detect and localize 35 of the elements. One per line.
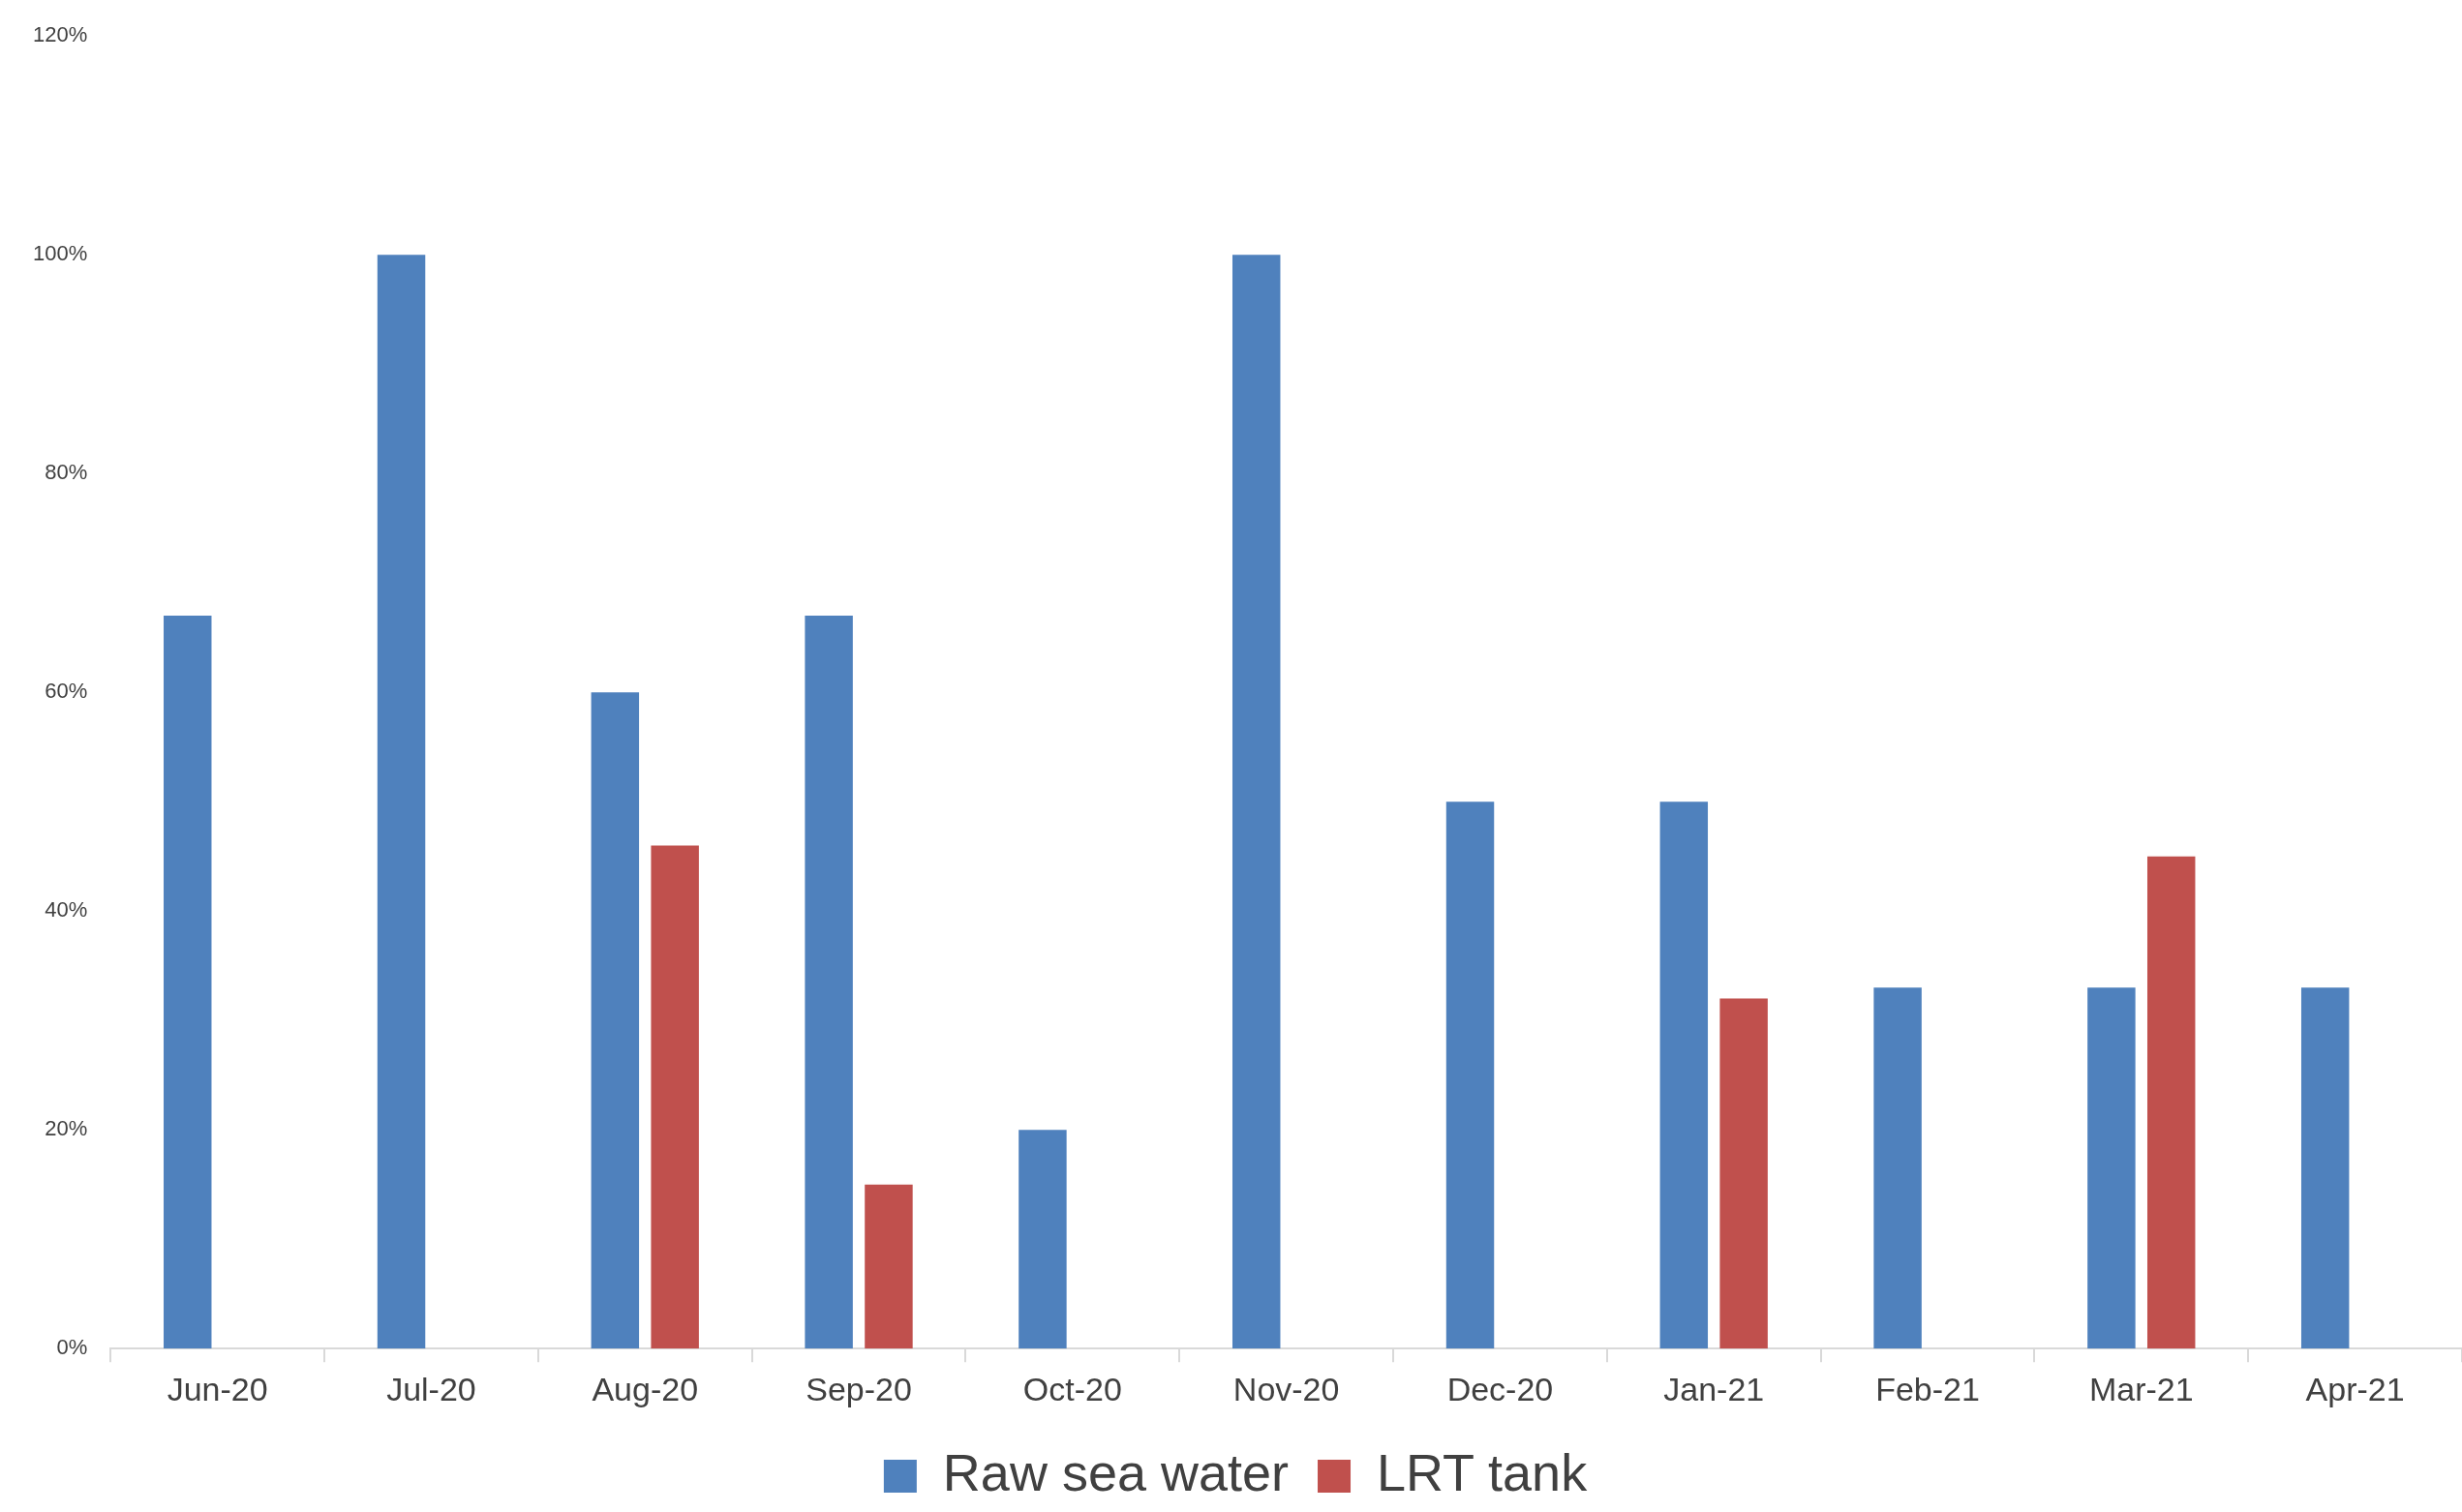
y-tick-label: 120% <box>32 22 88 47</box>
x-tick-label: Oct-20 <box>1022 1370 1122 1407</box>
bar <box>2146 856 2196 1349</box>
x-tick-label: Nov-20 <box>1232 1370 1340 1407</box>
x-tick-label: Jun-20 <box>167 1370 268 1407</box>
bar <box>164 616 212 1349</box>
y-tick-label: 40% <box>45 897 88 922</box>
bar <box>651 845 699 1349</box>
bar <box>377 255 426 1349</box>
x-tick-label: Sep-20 <box>805 1370 912 1407</box>
y-tick-label: 0% <box>56 1335 88 1360</box>
x-tick-label: Dec-20 <box>1446 1370 1554 1407</box>
y-tick-label: 20% <box>45 1116 88 1141</box>
bar <box>865 1184 913 1349</box>
y-tick-label: 80% <box>45 460 88 485</box>
x-tick-label: Jan-21 <box>1663 1370 1765 1407</box>
x-tick-label: Mar-21 <box>2088 1370 2194 1407</box>
x-tick-label: Aug-20 <box>592 1370 699 1407</box>
x-tick-label: Jul-20 <box>386 1370 476 1407</box>
bar <box>1445 801 1495 1349</box>
x-tick-label: Apr-21 <box>2305 1370 2405 1407</box>
bar <box>1231 255 1281 1349</box>
bar <box>1659 801 1709 1349</box>
bar <box>805 616 853 1349</box>
bar <box>1018 1130 1067 1349</box>
y-tick-label: 60% <box>45 679 88 704</box>
bar <box>1719 998 1768 1349</box>
x-tick-label: Feb-21 <box>1875 1370 1980 1407</box>
bar <box>2087 987 2136 1349</box>
legend-label: LRT tank <box>1377 1442 1589 1501</box>
bar <box>591 692 640 1349</box>
y-tick-label: 100% <box>32 241 88 266</box>
bar <box>1873 987 1922 1349</box>
bar <box>2300 987 2350 1349</box>
legend-label: Raw sea water <box>942 1442 1290 1501</box>
